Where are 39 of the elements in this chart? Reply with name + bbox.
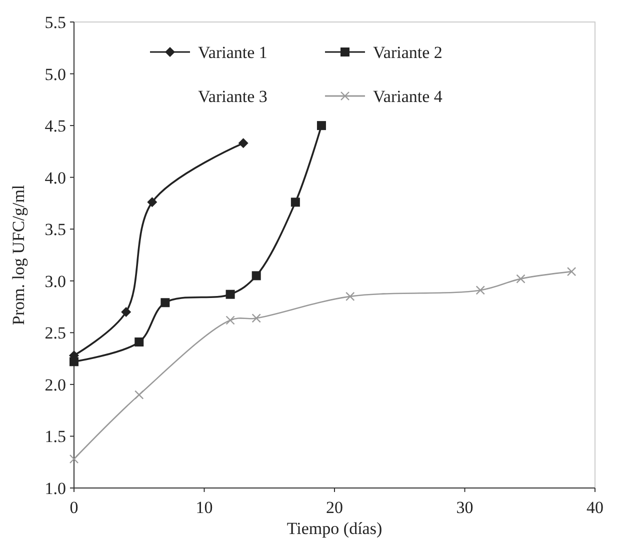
point	[238, 138, 248, 148]
point	[476, 286, 485, 295]
point	[566, 266, 576, 276]
y-tick-label: 4.5	[44, 116, 66, 136]
x-tick-label: 30	[456, 498, 474, 517]
point	[316, 121, 326, 130]
x-tick-label: 10	[196, 498, 213, 517]
point	[121, 306, 132, 317]
legend-label: Variante 2	[373, 43, 442, 62]
point	[70, 357, 78, 366]
point	[226, 316, 235, 325]
x-tick-label: 40	[586, 498, 604, 517]
point	[516, 274, 526, 284]
legend-label: Variante 1	[198, 43, 268, 62]
point	[69, 454, 79, 464]
point	[147, 197, 158, 208]
x-tick-label: 20	[326, 498, 343, 517]
legend-label: Variante 4	[373, 87, 443, 106]
y-tick-label: 5.0	[44, 64, 66, 84]
y-tick-label: 1.5	[44, 427, 66, 446]
y-tick-label: 1.0	[44, 479, 66, 498]
y-tick-label: 2.0	[44, 375, 66, 394]
point	[160, 298, 170, 308]
y-tick-label: 4.0	[44, 168, 66, 188]
text: Variante 3	[198, 87, 268, 106]
y-tick-label: 3.0	[44, 272, 66, 291]
point	[252, 271, 261, 280]
point	[252, 314, 261, 323]
x-tick-label: 0	[70, 498, 78, 517]
point	[346, 292, 355, 302]
point	[134, 390, 144, 400]
y-tick-label: 3.5	[44, 220, 66, 240]
point	[290, 198, 300, 207]
point	[134, 337, 144, 346]
x-axis-title: Tiempo (días)	[286, 519, 382, 538]
y-tick-label: 2.5	[44, 324, 66, 343]
y-axis-title: Prom. log UFC/g/ml	[9, 184, 28, 326]
point	[226, 290, 235, 299]
y-tick-label: 5.5	[44, 13, 66, 32]
